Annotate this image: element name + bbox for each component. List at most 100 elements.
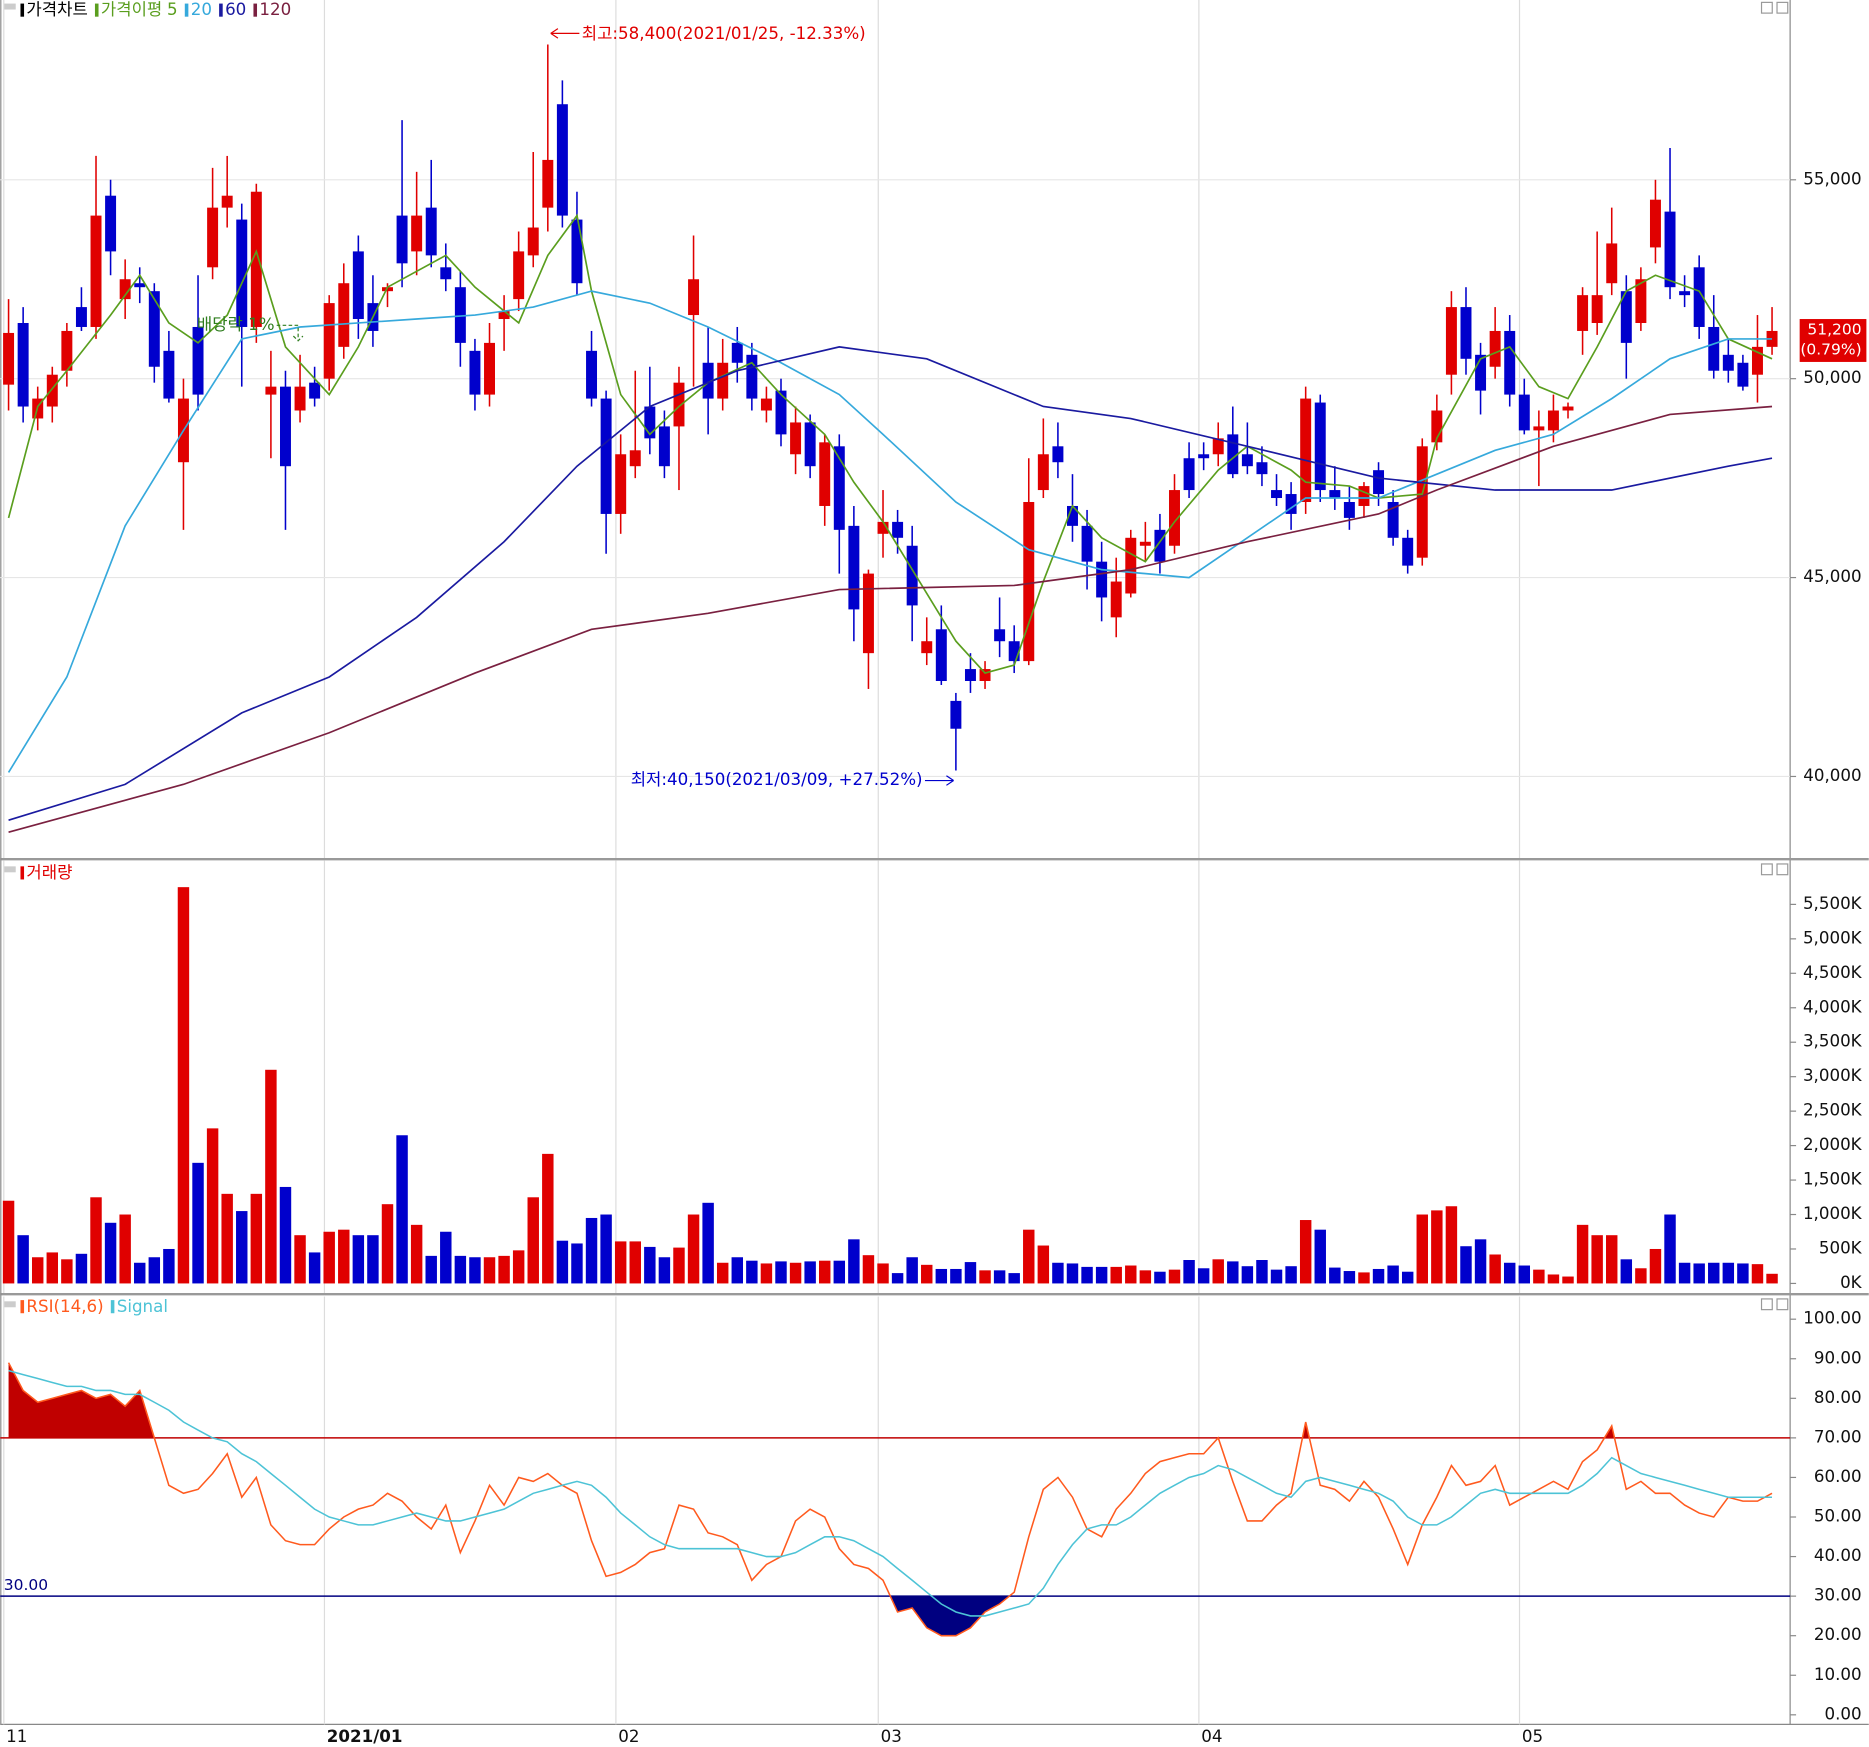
panel-handle[interactable] [3,1301,16,1308]
minimize-icon[interactable] [1760,863,1773,876]
volume-bar [75,1253,88,1284]
volume-bar [1518,1265,1531,1284]
candle-body [702,362,714,399]
volume-bar [1722,1262,1735,1284]
candle-body [469,350,481,395]
candle-body [877,521,889,534]
volume-bar [381,1204,394,1284]
x-tick-label: 03 [881,1727,902,1746]
candle-body [935,629,947,681]
x-tick-label: 04 [1201,1727,1222,1746]
y-tick-label: 500K [1819,1238,1863,1257]
volume-bar [702,1202,714,1284]
legend-label: 가격차트 [26,0,87,19]
volume-bar [1562,1276,1574,1284]
candle-body [46,374,58,407]
volume-bar [2,1200,15,1284]
candle-body [221,195,233,208]
candle-body [1125,537,1137,594]
candle-body [454,287,466,343]
volume-bar [236,1211,248,1284]
candle-body [1489,330,1501,367]
volume-bar [512,1250,525,1284]
panel-icons [3,1,1789,1311]
volume-bar [527,1197,539,1284]
volume-bar [206,1128,219,1284]
volume-bar [367,1235,379,1284]
candle-body [833,446,845,530]
volume-bar [921,1264,933,1284]
candle-body [1198,454,1210,459]
candle-body [148,291,160,367]
volume-bar [1664,1214,1676,1284]
candle-body [571,219,583,284]
legend-label: 5 [167,0,178,19]
volume-bar [556,1240,569,1284]
y-tick-label: 3,000K [1803,1066,1863,1085]
volume-bar [46,1252,59,1284]
close-icon[interactable] [1776,1298,1789,1311]
last-change-label: (0.79%) [1800,341,1861,359]
minimize-icon[interactable] [1760,1298,1773,1311]
volume-bar [1270,1269,1283,1284]
candle-body [658,426,670,467]
last-price-box [1799,319,1867,362]
volume-bar [90,1197,102,1284]
volume-bar [848,1239,860,1284]
volume-bar [1620,1259,1633,1284]
candle-body [1271,490,1283,499]
candle-body [615,454,627,514]
volume-bar [425,1255,437,1284]
volume-bar [1066,1263,1079,1284]
text-layer: 최고:58,400(2021/01/25, -12.33%) 최저:40,150… [4,0,1863,1746]
candle-body [236,219,248,327]
y-tick-label: 90.00 [1814,1348,1862,1367]
volume-bar [1212,1259,1224,1284]
volume-bar [1708,1262,1720,1284]
minimize-icon[interactable] [1760,1,1773,14]
volume-bar [833,1260,846,1284]
volume-bar [731,1257,743,1284]
legend-label: 거래량 [26,863,72,882]
volume-bar [600,1214,612,1284]
volume-bar [61,1259,73,1284]
panel-handle[interactable] [3,3,16,10]
volume-bar [1766,1273,1778,1284]
candle-body [1008,641,1020,662]
candle-body [1314,402,1326,491]
y-tick-label: 5,000K [1803,928,1863,947]
moving-average-line [7,213,1773,674]
volume-bar [891,1273,904,1284]
volume-bar [993,1270,1006,1284]
candle-body [61,330,73,371]
volume-bar [17,1235,29,1284]
annotation-arrow-head [550,28,559,39]
close-icon[interactable] [1776,863,1789,876]
y-tick-label: 40.00 [1814,1546,1862,1565]
volume-bar [775,1261,787,1284]
close-icon[interactable] [1776,1,1789,14]
candle-body [1649,199,1661,248]
candle-body [1300,398,1312,502]
y-tick-label: 1,000K [1803,1204,1863,1223]
candle-body [586,350,598,399]
panel-handle[interactable] [3,866,16,873]
candle-body [1460,307,1472,359]
volume-bar [1343,1271,1356,1284]
candle-body [746,354,758,399]
volume-bar [1547,1274,1560,1284]
candle-body [556,104,568,216]
volume-bar [644,1246,656,1284]
candle-body [1358,486,1370,506]
volume-bar [1635,1268,1647,1284]
candle-body [1635,279,1647,323]
candle-body [1081,525,1093,562]
candle-body [1591,295,1603,323]
grid-layer [0,0,1797,1725]
candle-body [250,191,262,327]
candle-body [90,215,102,327]
legend-label: 120 [259,0,291,19]
candle-body [1577,295,1589,331]
volume-bar [906,1257,918,1284]
volume-bar [1183,1260,1195,1284]
